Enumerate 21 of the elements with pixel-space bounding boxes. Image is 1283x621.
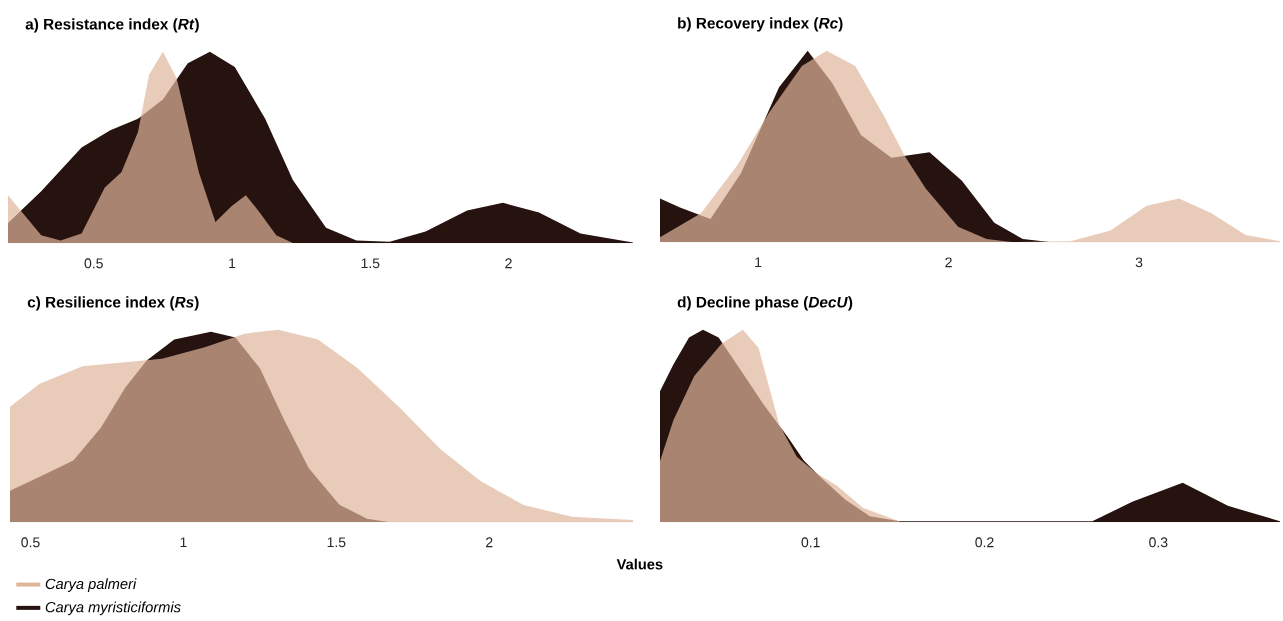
- x-tick-label: 1.5: [361, 258, 380, 269]
- x-tick-label: 1.5: [327, 537, 346, 548]
- chart-title: a) Resistance index (Rt): [25, 18, 199, 33]
- x-tick-label: 0.5: [21, 537, 40, 548]
- x-tick-label: 1: [229, 258, 236, 268]
- x-tick-label: 1: [755, 257, 762, 267]
- x-tick-label: 2: [505, 258, 512, 269]
- x-tick-label: 1: [180, 537, 187, 547]
- x-tick-label: 3: [1135, 257, 1143, 268]
- x-tick-label: 0.1: [801, 537, 820, 548]
- x-tick-label: 0.3: [1149, 537, 1168, 548]
- legend-label: Carya palmeri: [45, 578, 137, 592]
- x-tick-label: 0.5: [84, 258, 103, 269]
- legend-label: Carya myristiciformis: [45, 601, 181, 616]
- x-tick-label: 2: [486, 537, 493, 548]
- chart-title: b) Recovery index (Rc): [678, 17, 843, 32]
- x-tick-label: 2: [945, 257, 952, 268]
- x-axis-title: Values: [616, 558, 663, 570]
- chart-title: d) Decline phase (DecU): [677, 296, 853, 311]
- chart-title: c) Resilience index (Rs): [27, 296, 199, 311]
- x-tick-label: 0.2: [975, 537, 994, 548]
